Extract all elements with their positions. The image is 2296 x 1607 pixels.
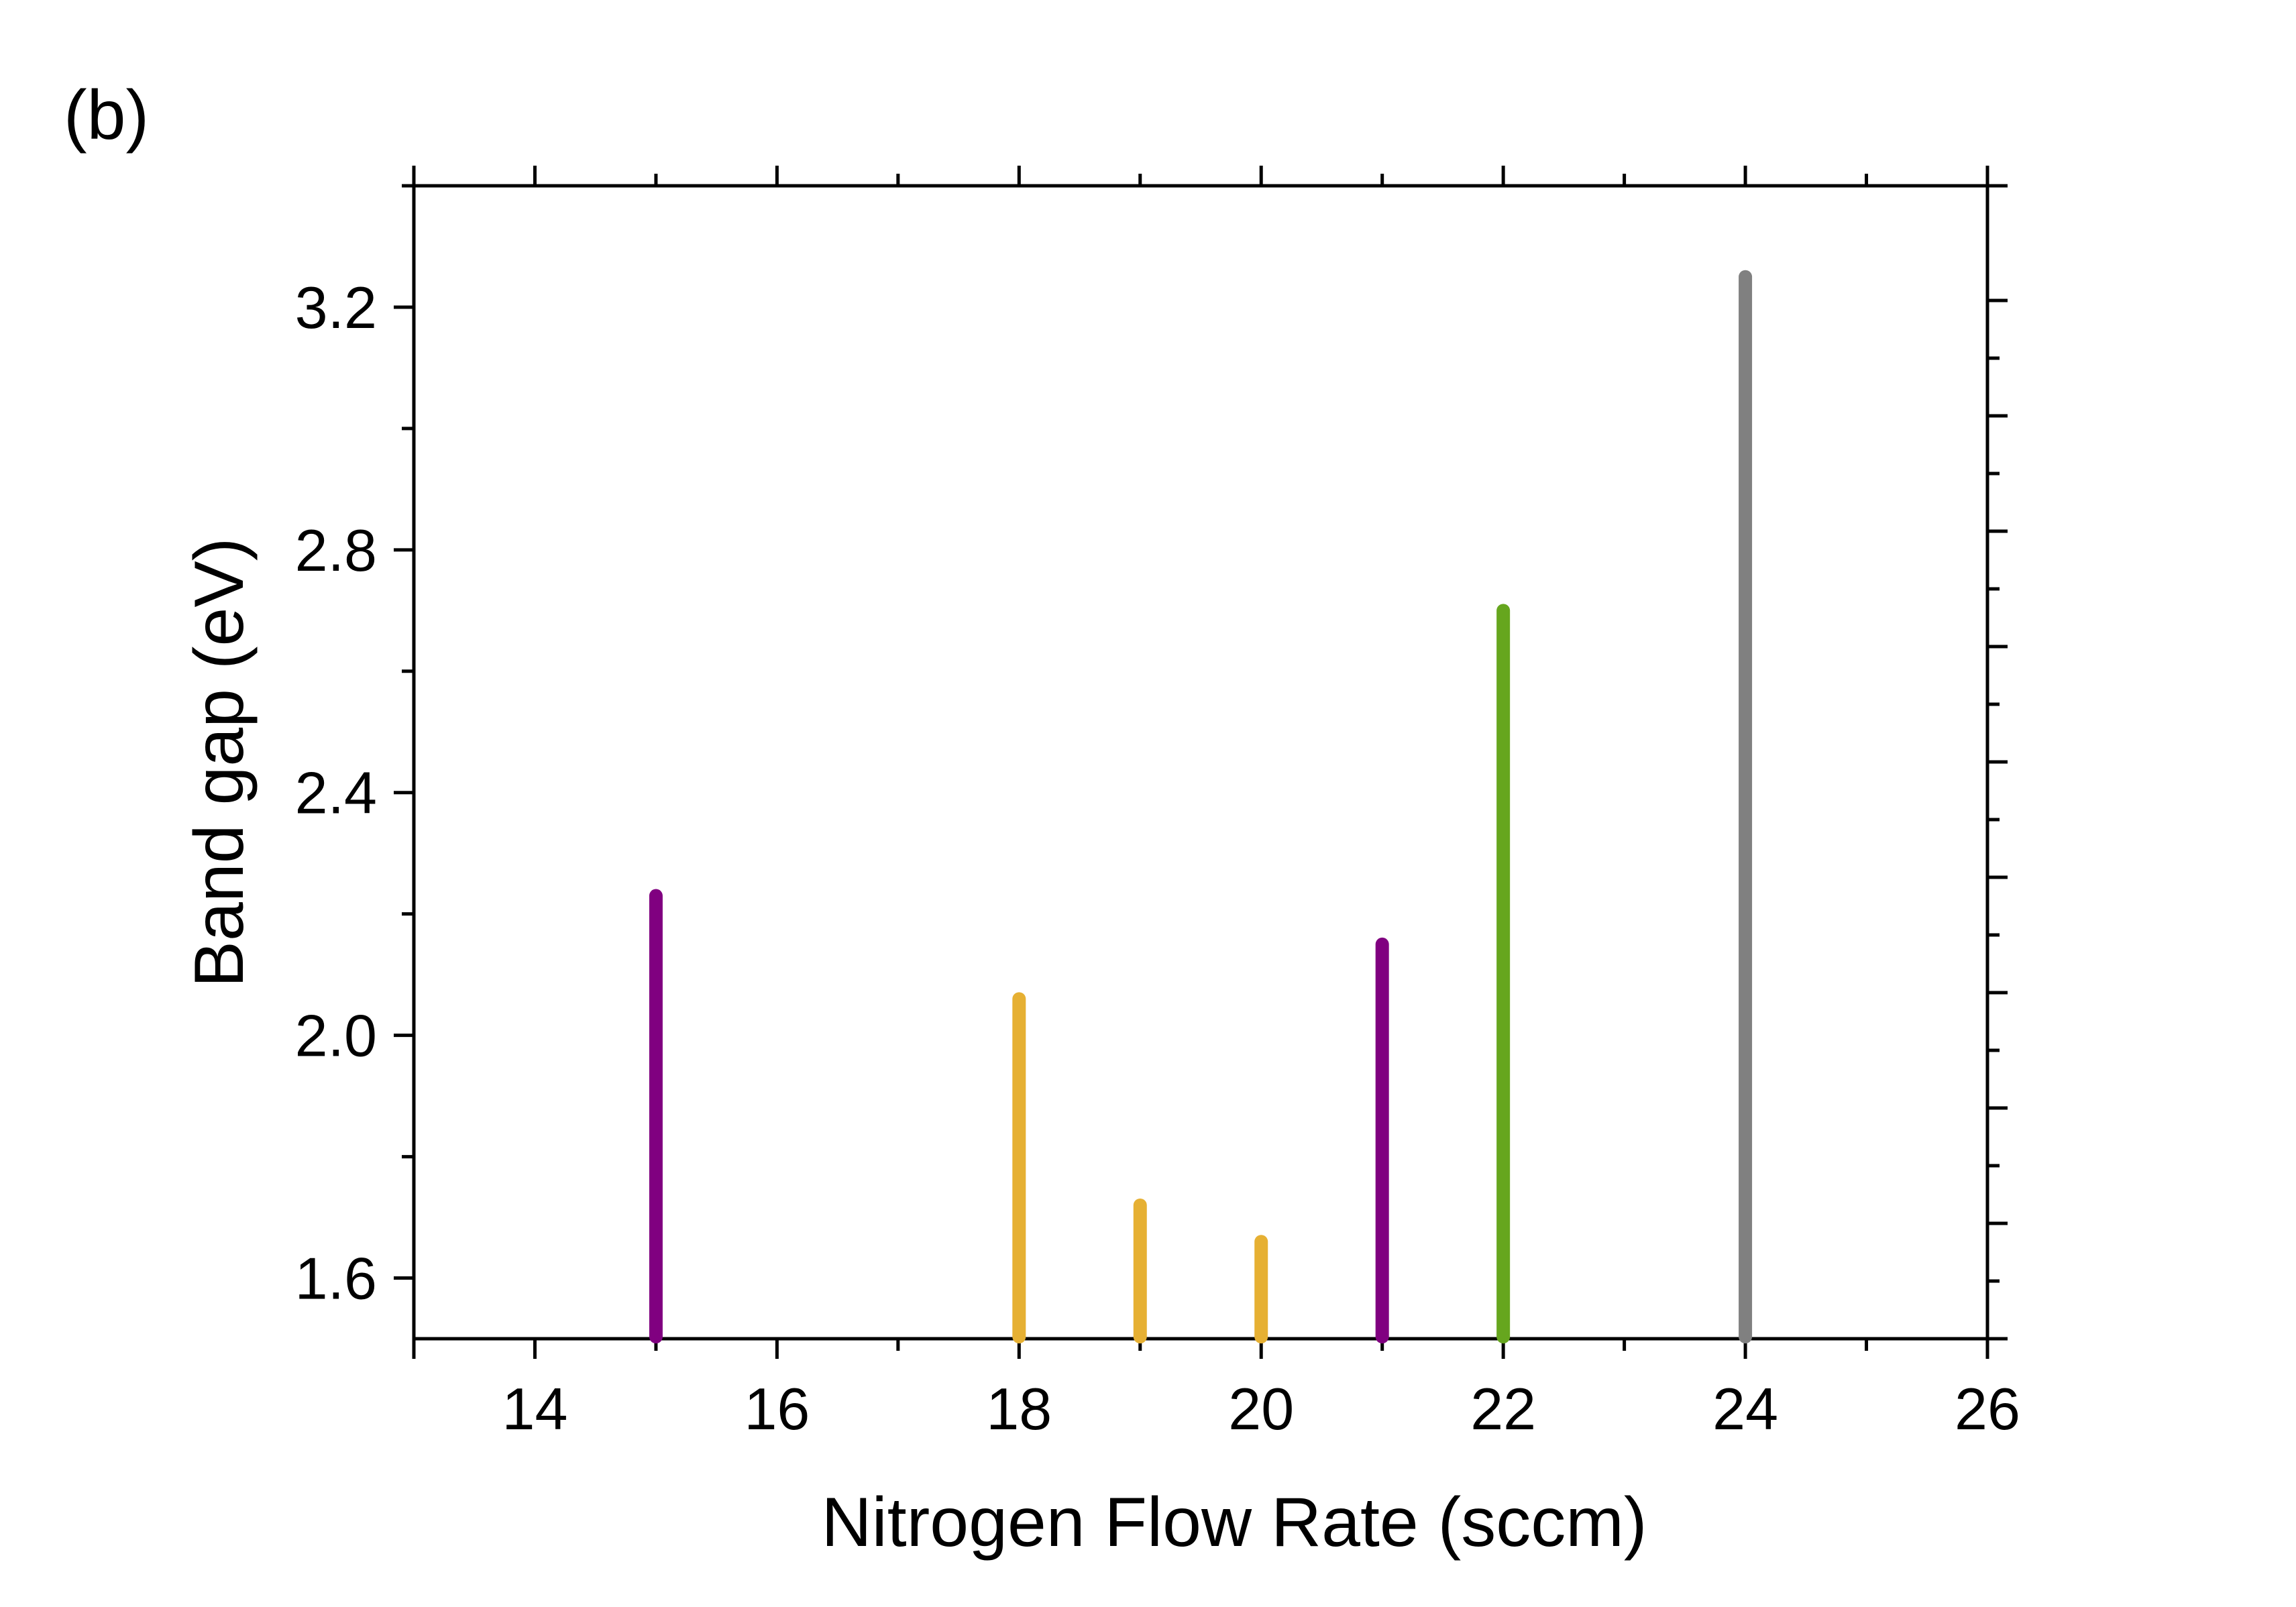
x-tick-label: 20: [1228, 1376, 1294, 1442]
x-tick-label: 22: [1470, 1376, 1536, 1442]
x-axis-title: Nitrogen Flow Rate (sccm): [822, 1484, 1647, 1561]
x-tick-label: 24: [1712, 1376, 1778, 1442]
y-tick-label: 2.0: [295, 1003, 377, 1069]
x-tick-label: 14: [502, 1376, 568, 1442]
bars: [649, 270, 1753, 1343]
x-tick-label: 18: [986, 1376, 1052, 1442]
panel-label: (b): [64, 76, 150, 154]
y-tick-label: 2.4: [295, 760, 377, 826]
y-tick-label: 2.8: [295, 517, 377, 584]
y-tick-label: 1.6: [295, 1245, 377, 1312]
y-tick-label: 3.2: [295, 274, 377, 341]
labels: 14 16 18 20 22 24 26 1.6 2.0 2.4 2.8 3.2 Nitrogen Fl…: [180, 274, 2020, 1561]
y-axis-title: Band gap (eV): [180, 538, 258, 988]
x-tick-label: 26: [1955, 1376, 2020, 1442]
x-tick-label: 16: [744, 1376, 810, 1442]
axes: [394, 166, 2008, 1359]
